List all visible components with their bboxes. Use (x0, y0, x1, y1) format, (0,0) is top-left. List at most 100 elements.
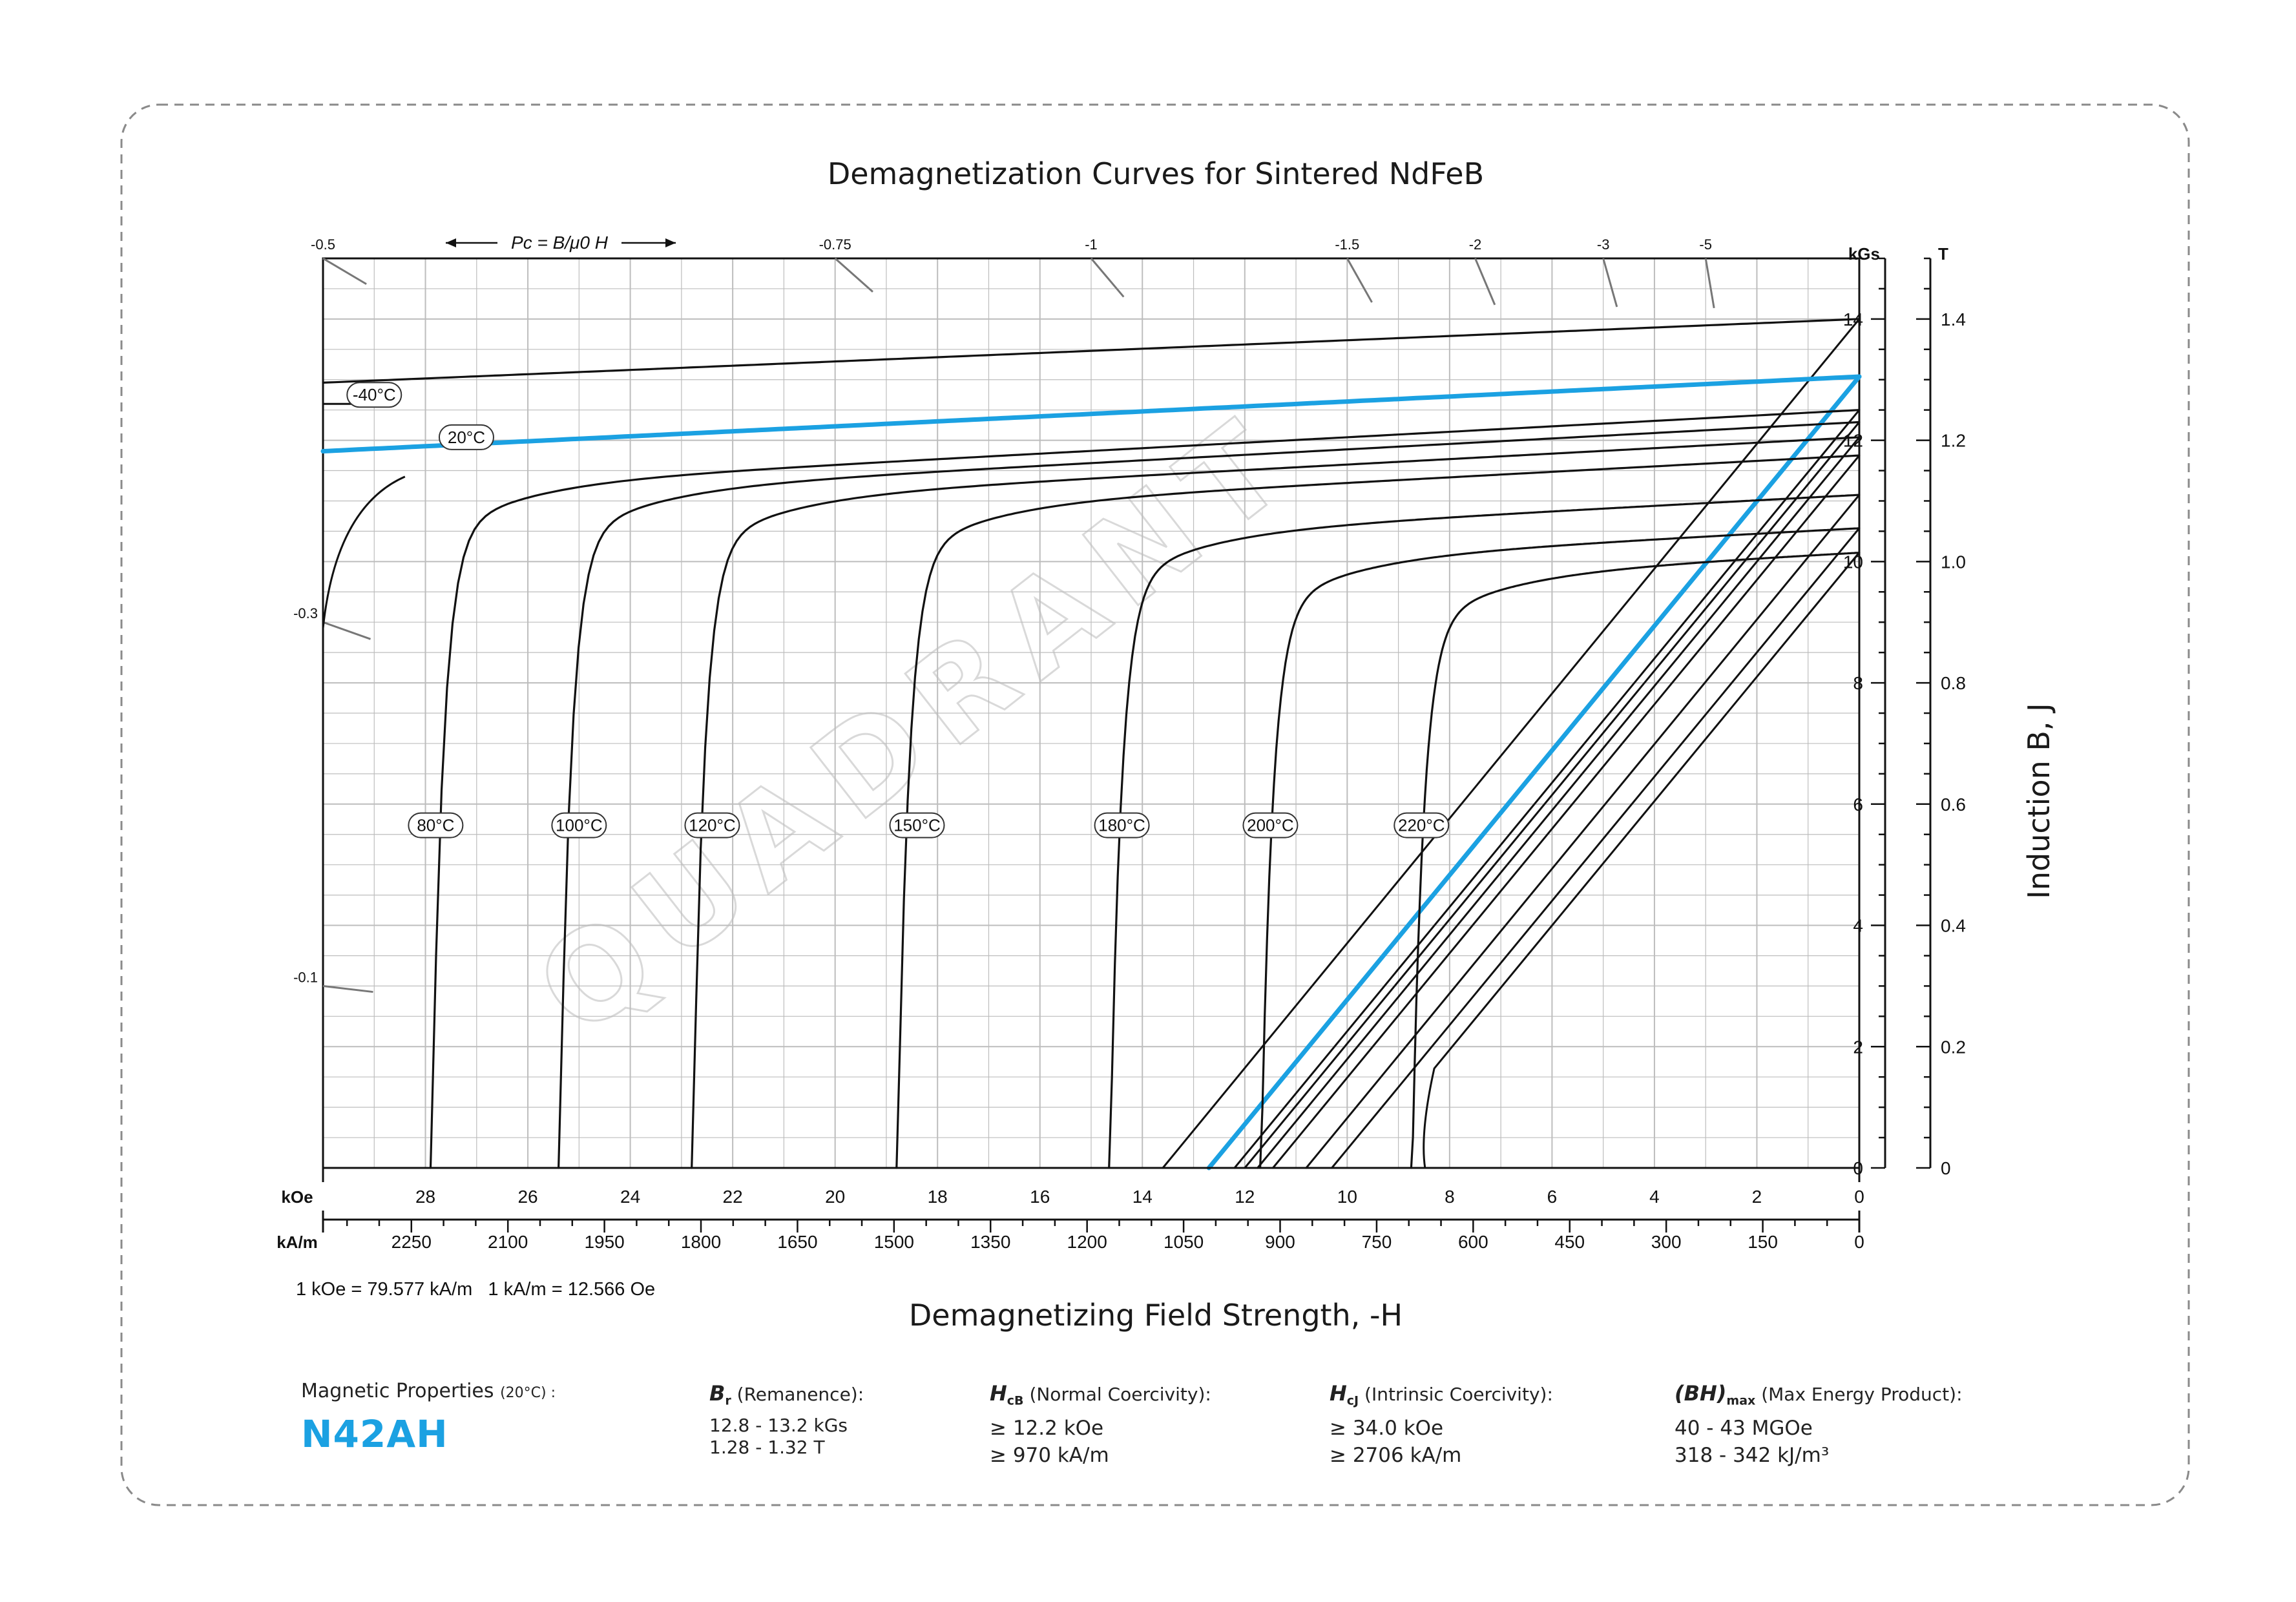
b-curve (1271, 454, 1861, 1169)
koe-tick-label: 26 (517, 1187, 537, 1207)
j-curve (691, 436, 1861, 1169)
tesla-unit: T (1938, 244, 1948, 264)
tesla-tick-label: 0.6 (1941, 795, 1966, 815)
koe-tick-label: 20 (825, 1187, 845, 1207)
kam-tick-label: 1800 (681, 1232, 721, 1252)
koe-tick-label: 2 (1752, 1187, 1762, 1207)
koe-tick-label: 6 (1547, 1187, 1558, 1207)
curve-label-pill (346, 382, 402, 408)
kgs-tick-label: 14 (1843, 309, 1863, 329)
pc-tick (1474, 258, 1496, 306)
j-curve (1410, 552, 1861, 1169)
chart-title: Demagnetization Curves for Sintered NdFe… (828, 156, 1484, 191)
curve-label: 220°C (1398, 816, 1445, 835)
koe-tick-label: 16 (1030, 1187, 1050, 1207)
curve-label-pill (551, 812, 607, 838)
pc-tick (322, 257, 367, 286)
curve-label: 150°C (893, 816, 941, 835)
koe-tick-label: 0 (1854, 1187, 1864, 1207)
koe-tick-label: 4 (1649, 1187, 1660, 1207)
kam-tick-label: 450 (1554, 1232, 1585, 1252)
koe-unit: kOe (281, 1187, 313, 1207)
pc-tick (1346, 258, 1373, 303)
pc-tick (1704, 258, 1715, 309)
bh-line1: 40 - 43 MGOe (1675, 1416, 1813, 1440)
tesla-tick-label: 1.2 (1941, 431, 1966, 451)
kam-tick-label: 600 (1458, 1232, 1488, 1252)
kam-tick-label: 1350 (970, 1232, 1010, 1252)
j-curve (320, 374, 1862, 453)
pc-tick-label: -5 (1699, 236, 1712, 253)
bh-line2: 318 - 342 kJ/m³ (1675, 1443, 1830, 1467)
hcj-line1: ≥ 34.0 kOe (1330, 1416, 1444, 1440)
curve-label-pill (408, 812, 464, 838)
pc-tick-label: -0.3 (293, 605, 318, 621)
curve-label: 120°C (689, 816, 736, 835)
unit-conversion-note: 1 kOe = 79.577 kA/m 1 kA/m = 12.566 Oe (296, 1279, 655, 1300)
kam-tick-label: 900 (1265, 1232, 1295, 1252)
b-curve (1423, 551, 1861, 1169)
tesla-tick-label: 1.0 (1941, 552, 1966, 572)
j-curve (429, 409, 1861, 1169)
curve-label: 20°C (448, 428, 485, 447)
j-curve (895, 454, 1861, 1169)
curve-label-pill (1242, 812, 1299, 838)
pc-tick (834, 257, 873, 293)
hcj-line2: ≥ 2706 kA/m (1330, 1443, 1462, 1467)
pc-tick-label: -1.5 (1335, 236, 1359, 253)
y-axis-title: Induction B, J (2021, 703, 2056, 899)
pc-tick (322, 621, 371, 640)
normal-coercivity-block: HcB (Normal Coercivity): ≥ 12.2 kOe ≥ 97… (990, 1380, 1211, 1469)
kgs-tick-label: 6 (1853, 795, 1863, 815)
j-curve (322, 318, 1861, 384)
kgs-unit: kGs (1848, 244, 1880, 264)
pc-tick (322, 984, 373, 993)
b-curve (1233, 409, 1861, 1169)
pc-tick-label: -0.5 (311, 236, 335, 253)
watermark: QUADRANT (512, 386, 1323, 1063)
br-symbol: B (709, 1381, 725, 1406)
koe-tick-label: 18 (928, 1187, 948, 1207)
tesla-tick-label: 0.4 (1941, 916, 1966, 936)
curve-label-pill (684, 812, 740, 838)
curve-label: 80°C (417, 816, 454, 835)
kam-tick-label: 150 (1748, 1232, 1778, 1252)
koe-tick-label: 12 (1235, 1187, 1255, 1207)
kam-tick-label: 1050 (1164, 1232, 1204, 1252)
b-curve (1206, 374, 1862, 1170)
grade-name: N42AH (301, 1412, 448, 1456)
j-curve (1108, 494, 1861, 1169)
curve-label: 180°C (1098, 816, 1145, 835)
b-curve (1244, 421, 1861, 1169)
intrinsic-coercivity-block: HcJ (Intrinsic Coercivity): ≥ 34.0 kOe ≥… (1330, 1380, 1553, 1469)
curve-label-pill (889, 812, 945, 838)
kam-tick-label: 750 (1362, 1232, 1392, 1252)
b-curve (1162, 318, 1861, 1169)
kam-tick-label: 0 (1854, 1232, 1864, 1252)
energy-product-block: (BH)max (Max Energy Product): 40 - 43 MG… (1675, 1380, 1963, 1469)
hcb-line1: ≥ 12.2 kOe (990, 1416, 1104, 1440)
j-curve (1259, 527, 1861, 1169)
tesla-tick-label: 0 (1941, 1158, 1951, 1178)
kam-unit: kA/m (277, 1233, 318, 1252)
kam-tick-label: 2100 (488, 1232, 528, 1252)
br-line1: 12.8 - 13.2 kGs (709, 1414, 848, 1436)
koe-tick-label: 22 (723, 1187, 743, 1207)
b-curve (1305, 494, 1861, 1169)
kgs-tick-label: 8 (1853, 673, 1863, 693)
kam-tick-label: 1500 (874, 1232, 914, 1252)
grid (322, 258, 1860, 1169)
pc-label: Pc = B/μ0 H (511, 233, 609, 253)
koe-tick-label: 28 (415, 1187, 435, 1207)
tesla-tick-label: 0.8 (1941, 673, 1966, 693)
j-curve (558, 421, 1861, 1169)
kam-tick-label: 2250 (391, 1232, 432, 1252)
curve-label: -40°C (353, 385, 396, 404)
koe-tick-label: 14 (1132, 1187, 1153, 1207)
curve-label: 100°C (556, 816, 603, 835)
pc-tick-label: -3 (1597, 236, 1610, 253)
pc-tick-label: -0.1 (293, 969, 318, 985)
kgs-tick-label: 2 (1853, 1037, 1863, 1057)
koe-tick-label: 8 (1445, 1187, 1455, 1207)
